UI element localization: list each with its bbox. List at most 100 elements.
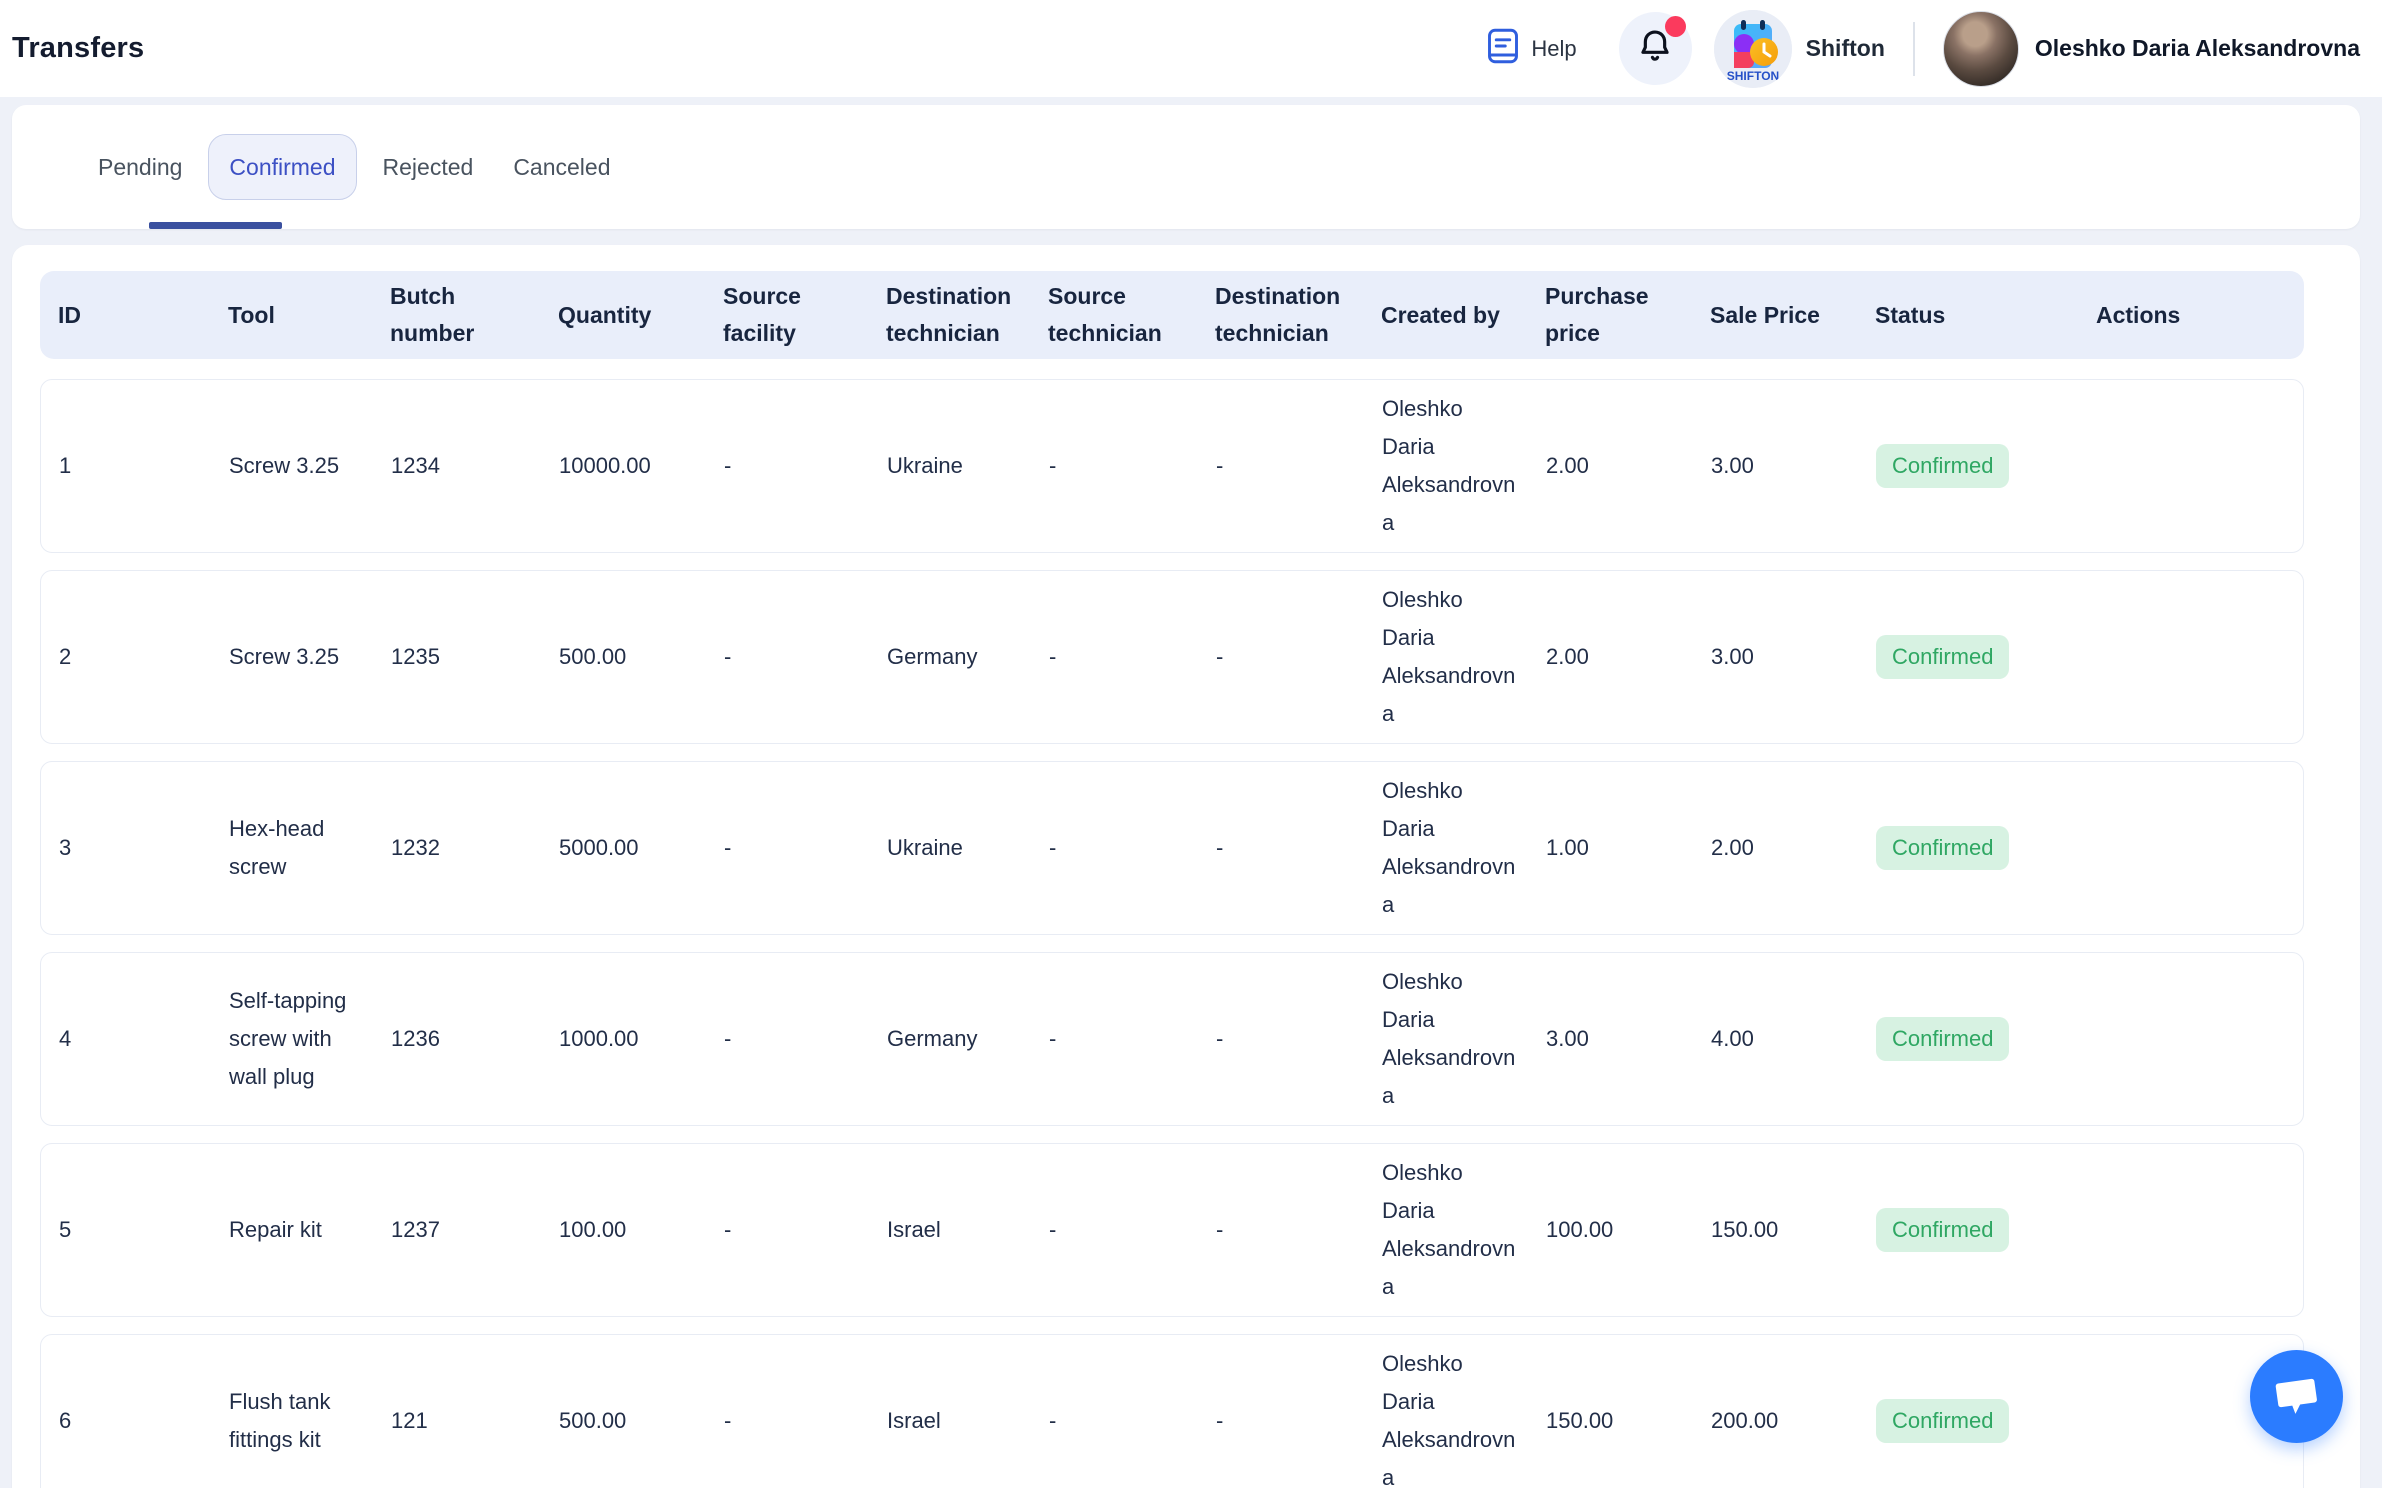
- col-purchase-price: Purchase price: [1545, 278, 1710, 352]
- table-row: 5 Repair kit 1237 100.00 - Israel - - Ol…: [40, 1143, 2304, 1317]
- cell-destination-technician-2: -: [1216, 447, 1382, 485]
- user-menu[interactable]: Oleshko Daria Aleksandrovna: [1943, 11, 2360, 87]
- chat-button[interactable]: [2250, 1350, 2343, 1443]
- cell-purchase-price: 2.00: [1546, 638, 1711, 676]
- cell-destination-technician: Germany: [887, 1020, 1049, 1058]
- status-tabs: Pending Confirmed Rejected Canceled: [12, 105, 2360, 229]
- table-row: 4 Self-tapping screw with wall plug 1236…: [40, 952, 2304, 1126]
- brand-label: Shifton: [1806, 35, 1885, 62]
- cell-status: Confirmed: [1876, 1017, 2097, 1061]
- col-source-technician: Source technician: [1048, 278, 1215, 352]
- tab-rejected[interactable]: Rejected: [363, 135, 494, 199]
- tab-canceled[interactable]: Canceled: [493, 135, 630, 199]
- header-divider: [1913, 22, 1915, 76]
- col-tool: Tool: [228, 297, 390, 334]
- cell-source-technician: -: [1049, 829, 1216, 867]
- cell-sale-price: 2.00: [1711, 829, 1876, 867]
- shifton-logo: SHIFTON: [1714, 10, 1792, 88]
- table-row: 2 Screw 3.25 1235 500.00 - Germany - - O…: [40, 570, 2304, 744]
- table-row: 3 Hex-head screw 1232 5000.00 - Ukraine …: [40, 761, 2304, 935]
- cell-destination-technician: Israel: [887, 1211, 1049, 1249]
- cell-sale-price: 200.00: [1711, 1402, 1876, 1440]
- status-badge: Confirmed: [1876, 1208, 2009, 1252]
- status-badge: Confirmed: [1876, 635, 2009, 679]
- cell-status: Confirmed: [1876, 826, 2097, 870]
- col-butch-number: Butch number: [390, 278, 558, 352]
- transfers-table: ID Tool Butch number Quantity Source fac…: [12, 245, 2360, 1488]
- cell-destination-technician: Germany: [887, 638, 1049, 676]
- cell-source-technician: -: [1049, 1020, 1216, 1058]
- tab-confirmed[interactable]: Confirmed: [208, 134, 356, 200]
- col-actions: Actions: [2096, 297, 2286, 334]
- cell-id: 3: [59, 829, 229, 867]
- cell-created-by: Oleshko Daria Aleksandrovna: [1382, 390, 1546, 542]
- cell-source-facility: -: [724, 829, 887, 867]
- cell-source-facility: -: [724, 1211, 887, 1249]
- col-source-facility: Source facility: [723, 278, 886, 352]
- cell-sale-price: 3.00: [1711, 447, 1876, 485]
- cell-destination-technician: Ukraine: [887, 829, 1049, 867]
- notifications-button[interactable]: [1619, 12, 1692, 85]
- cell-destination-technician: Ukraine: [887, 447, 1049, 485]
- cell-butch-number: 1235: [391, 638, 559, 676]
- cell-status: Confirmed: [1876, 635, 2097, 679]
- cell-source-technician: -: [1049, 1211, 1216, 1249]
- cell-id: 6: [59, 1402, 229, 1440]
- cell-id: 4: [59, 1020, 229, 1058]
- cell-sale-price: 3.00: [1711, 638, 1876, 676]
- cell-purchase-price: 150.00: [1546, 1402, 1711, 1440]
- cell-source-facility: -: [724, 1402, 887, 1440]
- cell-purchase-price: 1.00: [1546, 829, 1711, 867]
- cell-butch-number: 1234: [391, 447, 559, 485]
- col-id: ID: [58, 297, 228, 334]
- cell-sale-price: 4.00: [1711, 1020, 1876, 1058]
- help-button[interactable]: Help: [1485, 28, 1576, 69]
- cell-created-by: Oleshko Daria Aleksandrovna: [1382, 772, 1546, 924]
- col-destination-technician: Destination technician: [886, 278, 1048, 352]
- cell-quantity: 500.00: [559, 1402, 724, 1440]
- cell-butch-number: 1237: [391, 1211, 559, 1249]
- cell-purchase-price: 2.00: [1546, 447, 1711, 485]
- cell-tool: Screw 3.25: [229, 447, 391, 485]
- status-badge: Confirmed: [1876, 444, 2009, 488]
- cell-source-facility: -: [724, 638, 887, 676]
- cell-destination-technician-2: -: [1216, 1211, 1382, 1249]
- active-tab-indicator: [149, 222, 282, 229]
- cell-destination-technician-2: -: [1216, 1402, 1382, 1440]
- tab-pending[interactable]: Pending: [78, 135, 202, 199]
- cell-created-by: Oleshko Daria Aleksandrovna: [1382, 1154, 1546, 1306]
- cell-status: Confirmed: [1876, 1208, 2097, 1252]
- cell-quantity: 10000.00: [559, 447, 724, 485]
- cell-quantity: 500.00: [559, 638, 724, 676]
- cell-tool: Repair kit: [229, 1211, 391, 1249]
- brand-link[interactable]: SHIFTON Shifton: [1714, 10, 1885, 88]
- col-created-by: Created by: [1381, 297, 1545, 334]
- table-body: 1 Screw 3.25 1234 10000.00 - Ukraine - -…: [40, 379, 2304, 1488]
- user-name: Oleshko Daria Aleksandrovna: [2035, 35, 2360, 62]
- status-badge: Confirmed: [1876, 1017, 2009, 1061]
- cell-id: 2: [59, 638, 229, 676]
- cell-created-by: Oleshko Daria Aleksandrovna: [1382, 581, 1546, 733]
- cell-tool: Hex-head screw: [229, 810, 391, 886]
- cell-tool: Self-tapping screw with wall plug: [229, 982, 391, 1096]
- cell-butch-number: 121: [391, 1402, 559, 1440]
- cell-destination-technician-2: -: [1216, 1020, 1382, 1058]
- cell-tool: Flush tank fittings kit: [229, 1383, 391, 1459]
- cell-purchase-price: 100.00: [1546, 1211, 1711, 1249]
- cell-butch-number: 1236: [391, 1020, 559, 1058]
- page-title: Transfers: [12, 32, 144, 65]
- user-avatar: [1943, 11, 2019, 87]
- svg-text:SHIFTON: SHIFTON: [1726, 69, 1778, 83]
- status-badge: Confirmed: [1876, 826, 2009, 870]
- cell-purchase-price: 3.00: [1546, 1020, 1711, 1058]
- cell-source-technician: -: [1049, 447, 1216, 485]
- col-status: Status: [1875, 297, 2096, 334]
- table-row: 1 Screw 3.25 1234 10000.00 - Ukraine - -…: [40, 379, 2304, 553]
- cell-quantity: 100.00: [559, 1211, 724, 1249]
- top-bar: Transfers Help: [0, 0, 2382, 97]
- cell-source-facility: -: [724, 1020, 887, 1058]
- cell-butch-number: 1232: [391, 829, 559, 867]
- chat-bubble-icon: [2271, 1368, 2323, 1425]
- top-bar-right: Help: [1485, 10, 2360, 88]
- status-badge: Confirmed: [1876, 1399, 2009, 1443]
